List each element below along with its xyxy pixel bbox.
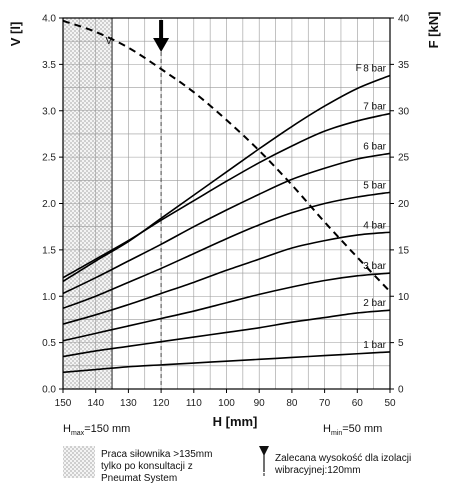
- y-right-tick-label: 0: [398, 385, 404, 396]
- x-tick-label: 90: [254, 398, 266, 409]
- curve-label-3-bar: 3 bar: [363, 261, 386, 272]
- curve-2-bar: [62, 309, 391, 358]
- x-axis-title: H [mm]: [213, 414, 258, 429]
- y-right-tick-label: 5: [398, 338, 404, 349]
- arrow-legend-icon: [259, 446, 269, 478]
- y-right-tick-label: 15: [398, 245, 410, 256]
- x-tick-label: 60: [352, 398, 364, 409]
- arrow-legend-line-1: Zalecana wysokość dla izolacji: [275, 453, 411, 464]
- y-left-tick-label: 0.0: [42, 385, 56, 396]
- hmax-sub: max: [71, 430, 85, 437]
- y-left-tick-label: 2.0: [42, 199, 56, 210]
- tick-labels: 150 140 130 120 110 100 90 80 70 60 500.00.51.01.5…: [42, 14, 409, 410]
- y-right-tick-label: 30: [398, 106, 410, 117]
- hmax-label: Hmax=150 mm: [63, 423, 130, 437]
- f-curve-label: F: [356, 63, 362, 74]
- x-tick-label: 80: [286, 398, 298, 409]
- curve-6-bar: [62, 152, 391, 295]
- volume-curve: [62, 19, 391, 293]
- y-right-tick-label: 10: [398, 292, 410, 303]
- hmax-value: =150 mm: [84, 423, 130, 435]
- curve-label-5-bar: 5 bar: [363, 180, 386, 191]
- y-left-tick-label: 0.5: [42, 338, 56, 349]
- curve-label-4-bar: 4 bar: [363, 220, 386, 231]
- curve-3-bar: [62, 272, 391, 342]
- hmax-prefix: H: [63, 423, 71, 435]
- x-tick-label: 140: [87, 398, 104, 409]
- x-tick-label: 120: [153, 398, 170, 409]
- curve-8-bar: [62, 74, 391, 283]
- volume-curve-path: [62, 19, 391, 293]
- hmin-sub: min: [331, 430, 342, 437]
- hatch-legend-line-2: tylko po konsultacji z: [101, 461, 193, 472]
- y-left-tick-label: 3.5: [42, 60, 56, 71]
- y-right-tick-label: 20: [398, 199, 410, 210]
- curve-labels: 1 bar 2 bar 3 bar 4 bar 5 bar 6 bar 7 bar 8 bar…: [106, 36, 387, 351]
- y-left-tick-label: 1.5: [42, 245, 56, 256]
- y-right-tick-label: 25: [398, 153, 410, 164]
- recommended-arrow-head: [153, 38, 170, 52]
- curve-label-1-bar: 1 bar: [363, 340, 386, 351]
- hmin-prefix: H: [323, 423, 331, 435]
- x-tick-label: 110: [186, 398, 202, 409]
- hatch-legend-swatch: [63, 446, 95, 478]
- grid: [62, 17, 391, 390]
- y-right-tick-label: 35: [398, 60, 410, 71]
- x-tick-label: 70: [319, 398, 331, 409]
- curve-1-bar: [62, 351, 391, 374]
- y-left-tick-label: 1.0: [42, 292, 56, 303]
- y-left-tick-label: 3.0: [42, 106, 56, 117]
- y-axis-title-right: F [kN]: [426, 12, 441, 49]
- pressure-curves: [62, 74, 391, 374]
- curve-label-7-bar: 7 bar: [363, 102, 386, 113]
- curve-4-bar: [62, 231, 391, 325]
- x-tick-label: 150: [55, 398, 72, 409]
- y-axis-title-left: V [l]: [8, 22, 23, 47]
- curve-label-2-bar: 2 bar: [363, 298, 386, 309]
- hatch-legend-line-3: Pneumat System: [101, 473, 177, 484]
- y-left-tick-label: 4.0: [42, 14, 56, 25]
- curve-5-bar: [62, 191, 391, 310]
- hmin-label: Hmin=50 mm: [323, 423, 382, 437]
- curve-7-bar: [62, 112, 391, 279]
- hmin-value: =50 mm: [342, 423, 382, 435]
- y-right-tick-label: 40: [398, 14, 410, 25]
- x-tick-label: 50: [384, 398, 396, 409]
- arrow-legend-line-2: wibracyjnej:120mm: [274, 465, 361, 476]
- curve-label-8-bar: 8 bar: [363, 64, 386, 75]
- x-tick-label: 100: [218, 398, 235, 409]
- v-curve-label: V: [106, 36, 113, 47]
- y-left-tick-label: 2.5: [42, 153, 56, 164]
- curve-label-6-bar: 6 bar: [363, 141, 386, 152]
- hatch-legend-line-1: Praca siłownika >135mm: [101, 449, 212, 460]
- x-tick-label: 130: [120, 398, 137, 409]
